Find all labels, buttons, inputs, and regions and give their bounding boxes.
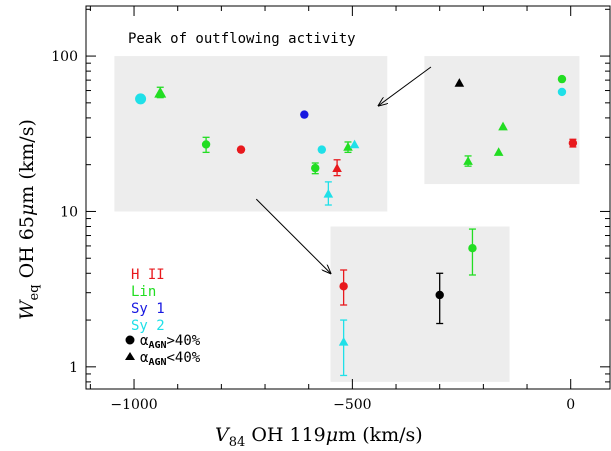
point-triangle-lin [154, 86, 167, 98]
point-triangle-sy2 [338, 336, 349, 346]
y-tick-label: 10 [60, 204, 78, 220]
legend-entry-lin: Lin [131, 284, 156, 300]
data-points [135, 74, 578, 377]
point-circle-none [435, 290, 444, 300]
arrows [255, 66, 432, 273]
point-circle-lin [311, 163, 320, 173]
x-axis-title: V84 OH 119μm (km/s) [215, 424, 423, 450]
axis-ticks: −1000 −500 0 1 10 100 [51, 6, 610, 413]
x-tick-label: 0 [566, 397, 575, 413]
y-tick-label: 1 [69, 360, 78, 376]
arrow-2 [255, 198, 330, 273]
plot-frame [85, 5, 611, 390]
legend: H II Lin Sy 1 Sy 2 αAGN>40% αAGN<40% [125, 267, 201, 368]
point-circle-lin [557, 74, 567, 84]
x-tick-label: −500 [333, 397, 371, 413]
upper-inset-box [424, 56, 580, 185]
legend-alpha-high: αAGN>40% [140, 333, 201, 351]
point-circle-sy2 [557, 87, 567, 97]
point-triangle-lin [498, 121, 508, 131]
y-axis-title: Weq OH 65μm (km/s) [16, 119, 42, 320]
annotation-label: Peak of outflowing activity [128, 31, 356, 47]
point-circle-sy1 [300, 110, 309, 119]
point-circle-lin [201, 140, 211, 149]
point-circle-sy2 [135, 93, 147, 105]
legend-triangle-marker [125, 352, 135, 360]
point-circle-lin [468, 244, 477, 253]
point-triangle-lin [493, 147, 504, 156]
lower-inset-box [330, 226, 510, 382]
legend-entry-hii: H II [131, 267, 165, 283]
point-circle-hii [339, 282, 348, 291]
legend-entry-sy2: Sy 2 [131, 318, 165, 334]
point-circle-hii [236, 145, 246, 154]
legend-alpha-low: αAGN<40% [140, 350, 201, 368]
point-triangle-lin [343, 142, 353, 151]
x-tick-label: −1000 [110, 397, 157, 413]
point-triangle-none [454, 78, 465, 87]
legend-circle-marker [125, 335, 135, 345]
shaded-regions [114, 56, 580, 382]
point-circle-hii [568, 138, 578, 148]
main-shaded-box [114, 56, 388, 212]
arrow-1 [379, 66, 432, 106]
point-triangle-lin [463, 156, 473, 165]
point-triangle-hii [332, 163, 342, 172]
legend-entry-sy1: Sy 1 [131, 301, 165, 317]
y-tick-label: 100 [51, 49, 78, 65]
point-triangle-sy2 [323, 188, 334, 198]
point-circle-sy2 [317, 145, 326, 154]
point-triangle-sy2 [349, 139, 360, 149]
